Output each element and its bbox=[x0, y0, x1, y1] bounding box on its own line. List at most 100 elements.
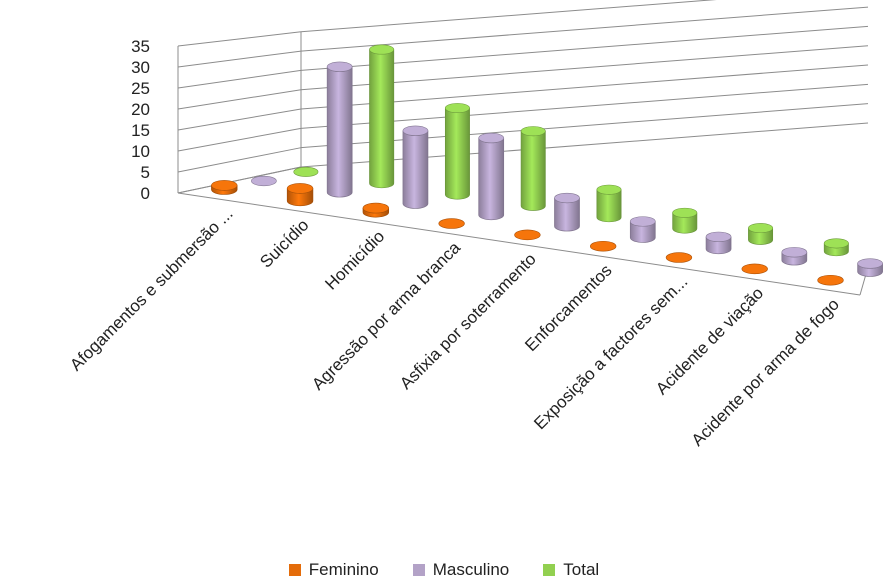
gridline-back bbox=[300, 25, 869, 71]
y-tick-label: 25 bbox=[131, 79, 150, 98]
bar-top bbox=[554, 192, 580, 204]
legend-item: Total bbox=[543, 560, 599, 580]
bar-top bbox=[326, 61, 353, 72]
gridline-side bbox=[177, 69, 302, 89]
bar-top bbox=[444, 103, 470, 114]
gridline-back bbox=[300, 45, 869, 91]
bar-masculino-8 bbox=[857, 258, 883, 277]
legend-swatch bbox=[288, 564, 301, 576]
bar-feminino-0 bbox=[211, 180, 238, 195]
bar-top bbox=[781, 247, 808, 258]
y-tick-label: 35 bbox=[131, 37, 150, 56]
gridline-back bbox=[300, 64, 869, 110]
x-tick-label: Agressão por arma branca bbox=[308, 238, 464, 394]
bar-top bbox=[748, 223, 774, 234]
gridline-back bbox=[300, 6, 869, 52]
y-tick-label: 30 bbox=[131, 58, 150, 77]
x-tick-label: Acidente por arma de fogo bbox=[688, 295, 843, 450]
bar-top bbox=[590, 240, 617, 252]
bar-body bbox=[402, 130, 429, 209]
bar-feminino-8 bbox=[817, 274, 844, 286]
bar-top bbox=[478, 132, 505, 144]
gridline-back bbox=[300, 122, 869, 168]
bar-body bbox=[520, 131, 546, 211]
bar-top bbox=[817, 274, 844, 286]
bar-top bbox=[211, 180, 238, 191]
y-tick-label: 0 bbox=[141, 184, 150, 203]
bar-feminino-3 bbox=[438, 218, 465, 229]
bar-total-6 bbox=[748, 223, 774, 245]
bar-feminino-2 bbox=[362, 202, 390, 218]
bar-top bbox=[514, 229, 541, 241]
bar-top bbox=[596, 184, 622, 195]
bar-body bbox=[369, 49, 395, 189]
legend-item: Masculino bbox=[412, 560, 510, 580]
gridline-back bbox=[300, 83, 869, 129]
legend-swatch bbox=[543, 564, 556, 576]
x-tick-label: Suicídio bbox=[256, 215, 312, 271]
bar-top bbox=[293, 166, 319, 177]
bar-top bbox=[741, 263, 768, 275]
bar-top bbox=[520, 126, 546, 137]
bar-body bbox=[444, 107, 470, 200]
bar-masculino-3 bbox=[478, 132, 505, 221]
bar-masculino-1 bbox=[326, 61, 353, 198]
bar-top bbox=[438, 218, 465, 229]
gridline-back bbox=[300, 103, 869, 149]
y-tick-label: 20 bbox=[131, 100, 150, 119]
bar-top bbox=[665, 252, 693, 263]
bar-masculino-6 bbox=[705, 231, 732, 255]
bar-top bbox=[369, 44, 395, 55]
bars bbox=[211, 44, 883, 286]
gridline-side bbox=[177, 147, 302, 173]
gridline-side bbox=[177, 50, 302, 68]
bar-masculino-4 bbox=[554, 192, 580, 232]
bar-top bbox=[672, 207, 698, 218]
bar-top bbox=[402, 125, 429, 136]
bar-total-3 bbox=[520, 126, 546, 211]
bar-feminino-4 bbox=[514, 229, 541, 241]
bar-total-0 bbox=[293, 166, 319, 177]
legend-label: Feminino bbox=[308, 560, 379, 579]
bar-feminino-5 bbox=[590, 240, 617, 252]
gridline-side bbox=[177, 31, 302, 47]
x-tick-label: Homicídio bbox=[321, 227, 388, 294]
gridlines bbox=[177, 0, 869, 296]
gridline-side bbox=[177, 108, 302, 131]
legend: Feminino Masculino Total bbox=[0, 560, 888, 580]
gridline-side bbox=[177, 127, 302, 152]
bar-top bbox=[286, 183, 314, 194]
bar-total-1 bbox=[369, 44, 395, 189]
bar-total-5 bbox=[672, 207, 698, 234]
floor-edge-front bbox=[177, 192, 861, 296]
legend-label: Total bbox=[563, 560, 600, 579]
bar-feminino-7 bbox=[741, 263, 768, 275]
legend-label: Masculino bbox=[432, 560, 510, 579]
y-tick-label: 5 bbox=[141, 163, 150, 182]
legend-item: Feminino bbox=[288, 560, 379, 580]
bar-masculino-5 bbox=[629, 216, 656, 243]
y-tick-label: 10 bbox=[131, 142, 150, 161]
bar-total-4 bbox=[596, 184, 622, 223]
gridline-back bbox=[300, 0, 717, 33]
bar-feminino-1 bbox=[286, 183, 314, 207]
chart-plot: 0 5 10 15 20 25 30 35 Afogamentos e submersão ..… bbox=[66, 0, 883, 450]
x-tick-label: Exposição a factores sem... bbox=[530, 272, 691, 433]
legend-swatch bbox=[412, 564, 425, 576]
bar-top bbox=[629, 216, 656, 227]
x-tick-label: Afogamentos e submersão ... bbox=[66, 204, 236, 374]
bar-feminino-6 bbox=[665, 252, 693, 263]
bar-body bbox=[478, 137, 505, 221]
bar-total-7 bbox=[823, 238, 849, 257]
bar-top bbox=[362, 202, 390, 214]
gridline-side bbox=[177, 89, 302, 110]
bar-total-2 bbox=[444, 103, 470, 200]
bar-top bbox=[251, 175, 277, 187]
bar-body bbox=[326, 66, 353, 198]
x-tick-label: Enforcamentos bbox=[521, 261, 615, 355]
bar-top bbox=[823, 238, 849, 249]
y-tick-label: 15 bbox=[131, 121, 150, 140]
bar-masculino-2 bbox=[402, 125, 429, 209]
bar-masculino-7 bbox=[781, 247, 808, 266]
